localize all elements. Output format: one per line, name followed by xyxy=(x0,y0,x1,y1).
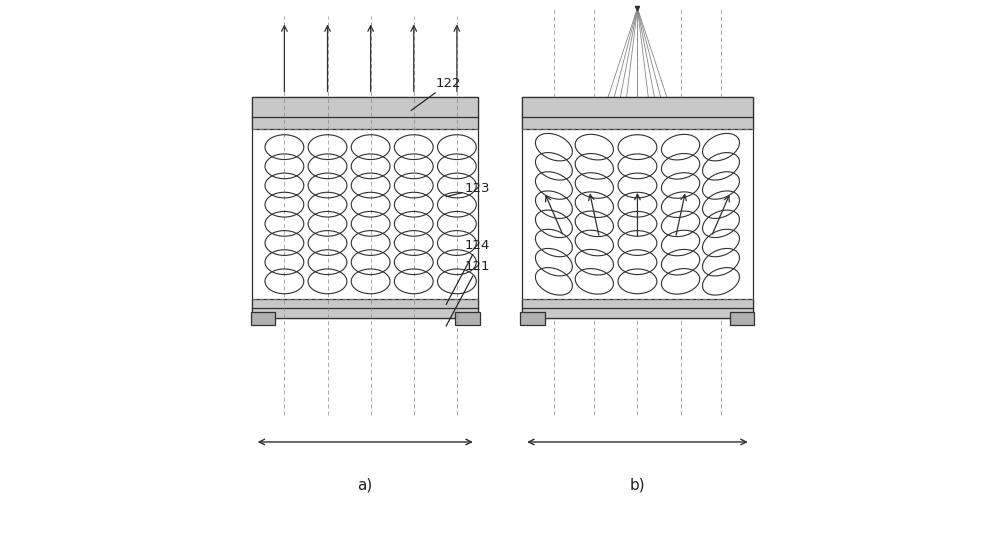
Bar xyxy=(252,299,478,318)
Bar xyxy=(522,299,753,318)
Text: 123: 123 xyxy=(446,182,490,197)
Bar xyxy=(520,312,545,325)
Bar xyxy=(522,97,753,129)
Bar xyxy=(252,97,478,318)
Text: 121: 121 xyxy=(446,260,490,326)
Text: 122: 122 xyxy=(411,77,461,110)
Bar xyxy=(252,97,478,129)
Bar xyxy=(251,312,275,325)
Text: b): b) xyxy=(630,478,645,493)
Text: 124: 124 xyxy=(446,239,490,305)
Text: a): a) xyxy=(358,478,373,493)
Bar xyxy=(730,312,754,325)
Bar xyxy=(522,97,753,318)
Bar xyxy=(455,312,480,325)
